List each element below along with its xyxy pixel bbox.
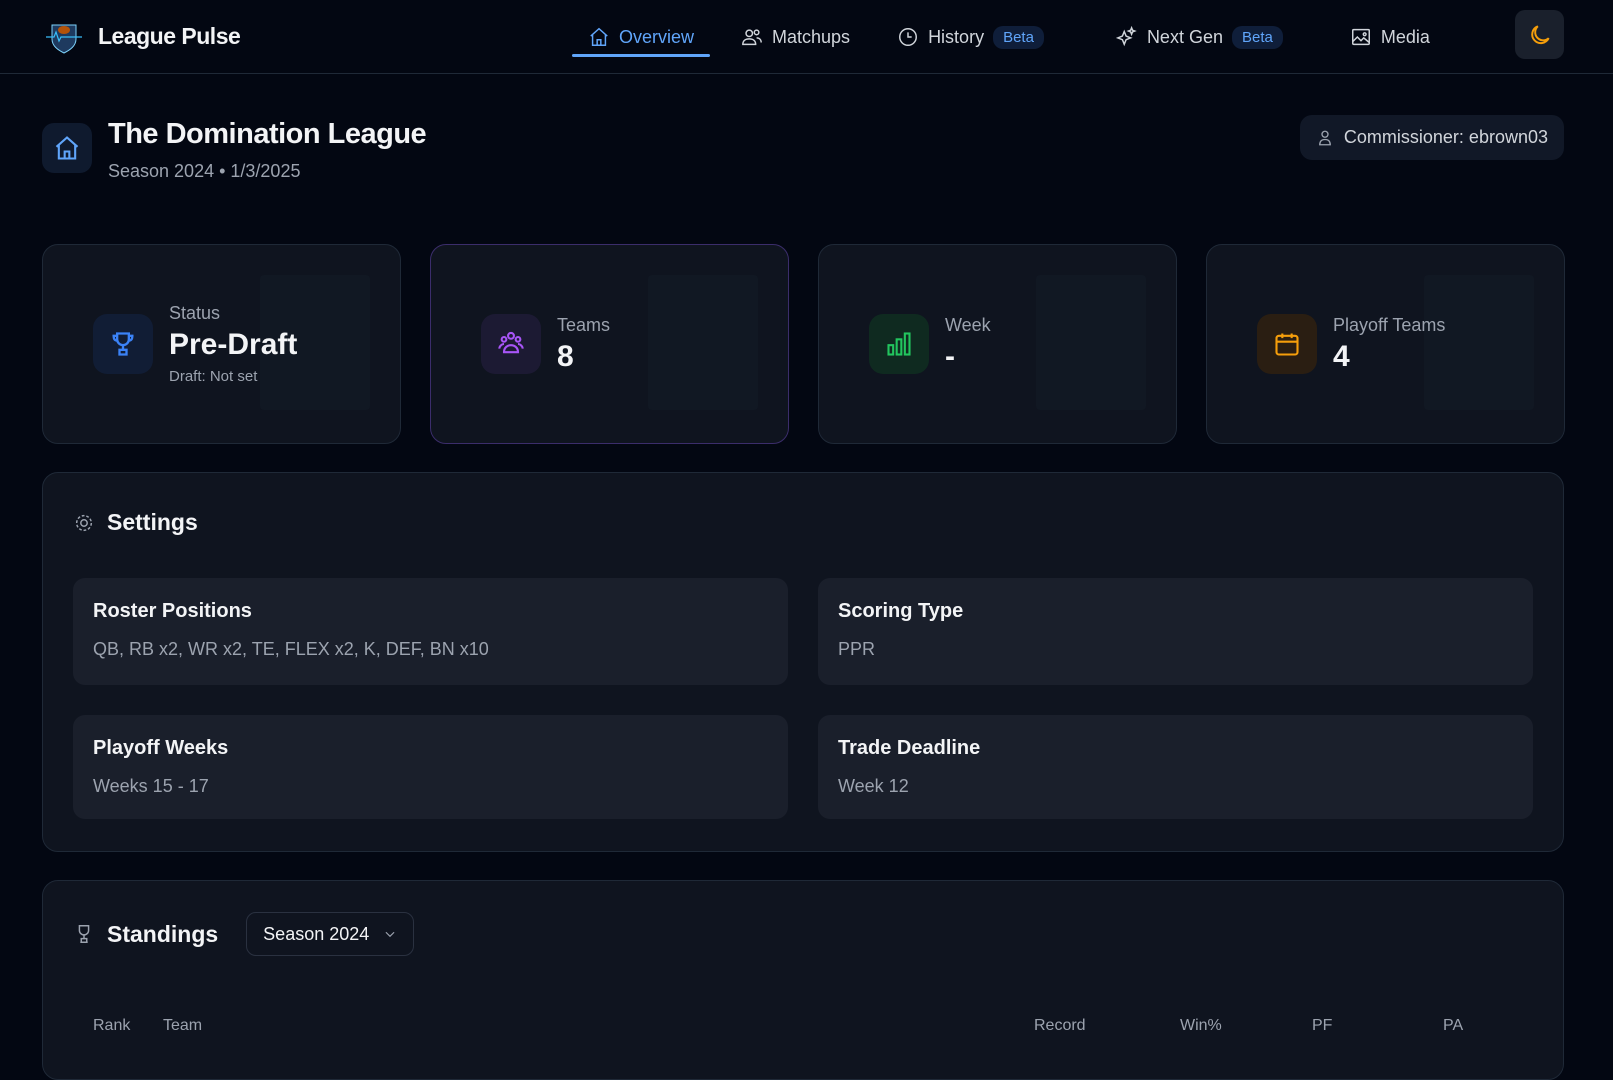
setting-scoring-type: Scoring Type PPR [818,578,1533,685]
standings-panel: Standings Season 2024 [42,880,1564,1080]
settings-panel: Settings Roster Positions QB, RB x2, WR x… [42,472,1564,852]
nav-overview[interactable]: Overview [572,0,711,74]
column-header-pf[interactable]: PF [1312,1017,1333,1034]
trophy-icon [93,314,153,374]
card-label: Week [945,314,991,335]
setting-trade-deadline: Trade Deadline Week 12 [818,715,1533,819]
card-value: 8 [557,339,574,373]
setting-roster-positions: Roster Positions QB, RB x2, WR x2, TE, FL… [73,578,788,685]
nav-media[interactable]: Media [1334,0,1446,74]
setting-label: Trade Deadline [838,737,981,759]
setting-value: Week 12 [838,776,909,796]
playoff-teams-card: Playoff Teams 4 [1206,244,1565,444]
beta-badge: Beta [1231,25,1283,49]
image-icon [1351,28,1370,46]
nav-label: Overview [619,26,695,47]
bar-chart-icon [869,314,929,374]
page-title: The Domination League [108,118,427,150]
league-home-icon-box [42,123,92,173]
gear-icon [75,514,93,531]
card-value: Pre-Draft [169,328,298,361]
week-card: Week - [818,244,1177,444]
setting-value: PPR [838,639,876,659]
clock-icon [899,28,918,46]
app-name: League Pulse [98,23,241,49]
card-value: - [945,339,955,373]
setting-label: Scoring Type [838,600,964,622]
card-label: Playoff Teams [1333,314,1446,335]
nav-history[interactable]: History Beta [881,0,1060,74]
league-header: The Domination League Season 2024 • 1/3/… [42,118,427,182]
setting-label: Roster Positions [93,600,252,622]
users-icon [742,29,762,46]
column-header-pa[interactable]: PA [1443,1017,1464,1034]
season-select[interactable]: Season 2024 [246,912,415,956]
settings-heading: Settings [73,509,198,536]
theme-toggle-button[interactable] [1515,10,1564,59]
moon-icon [1530,24,1550,44]
chevron-down-icon [385,931,395,938]
settings-title: Settings [107,509,198,535]
standings-header: Standings Season 2024 [73,912,415,956]
home-icon [55,136,79,160]
nav-label: Matchups [772,26,851,47]
beta-badge: Beta [993,25,1044,49]
card-label: Status [169,303,221,323]
setting-playoff-weeks: Playoff Weeks Weeks 15 - 17 [73,715,788,819]
user-icon [1318,130,1331,145]
card-note: Draft: Not set [169,368,258,385]
league-pulse-logo [46,24,82,54]
setting-label: Playoff Weeks [93,737,229,759]
column-header-team[interactable]: Team [163,1017,203,1034]
card-value: 4 [1333,339,1350,373]
sparkles-icon [1115,26,1137,47]
nav-next-gen[interactable]: Next Gen Beta [1100,0,1299,74]
column-header-record[interactable]: Record [1034,1017,1086,1034]
standings-title: Standings [107,920,219,947]
trophy-icon [78,925,90,943]
setting-value: QB, RB x2, WR x2, TE, FLEX x2, K, DEF, B… [93,639,489,659]
brand[interactable]: League Pulse [46,19,241,55]
users-group-icon [481,314,541,374]
commissioner-text: Commissioner: ebrown03 [1343,127,1548,147]
page-subtitle: Season 2024 • 1/3/2025 [108,161,301,181]
column-header-win-pct[interactable]: Win% [1180,1017,1222,1034]
teams-card[interactable]: Teams 8 [430,244,789,444]
nav-label: Next Gen [1146,26,1223,47]
commissioner-badge: Commissioner: ebrown03 [1299,115,1564,160]
nav-matchups[interactable]: Matchups [725,0,866,74]
column-header-rank[interactable]: Rank [93,1017,131,1034]
calendar-icon [1257,314,1317,374]
home-icon [590,27,608,46]
card-label: Teams [557,314,611,335]
status-card: Status Pre-Draft Draft: Not set [42,244,401,444]
setting-value: Weeks 15 - 17 [93,776,209,796]
season-select-value: Season 2024 [263,923,370,944]
top-nav: League Pulse Overview Matchups History B… [0,0,1613,74]
nav-label: Media [1380,26,1430,47]
nav-label: History [928,26,985,47]
